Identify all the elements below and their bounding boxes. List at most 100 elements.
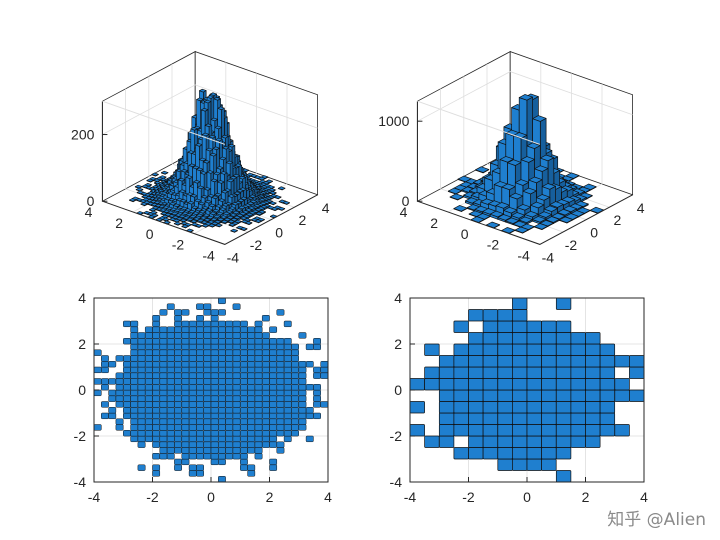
bin-cell xyxy=(453,424,469,437)
bin-cell xyxy=(291,355,299,362)
bin-cell xyxy=(261,407,270,414)
bin-cell xyxy=(188,441,197,448)
bin-cell xyxy=(497,343,513,356)
bin-cell xyxy=(159,338,168,345)
bin-cell xyxy=(210,326,219,333)
bin-cell xyxy=(585,332,601,345)
bar xyxy=(558,216,574,224)
bin-cell xyxy=(115,372,124,379)
bar xyxy=(181,224,189,229)
bin-cell xyxy=(629,355,645,368)
bin-cell xyxy=(497,389,513,402)
bin-cell xyxy=(232,453,241,460)
bin-cell xyxy=(144,424,153,431)
bin-cell xyxy=(232,412,241,420)
bin-cell xyxy=(409,401,425,414)
bin-cell xyxy=(152,464,161,471)
y-tick-label: -4 xyxy=(74,474,87,490)
bin-cell xyxy=(203,418,212,425)
bin-cell xyxy=(298,395,307,402)
bin-cell xyxy=(130,366,139,374)
bin-cell xyxy=(497,366,513,379)
bin-cell xyxy=(123,378,131,385)
bar xyxy=(277,206,286,211)
bin-cell xyxy=(409,378,425,391)
bin-cell xyxy=(269,355,278,362)
bin-cell xyxy=(240,389,248,397)
bin-cell xyxy=(137,355,146,362)
bin-cell xyxy=(438,355,455,368)
x-tick-label: 0 xyxy=(523,489,531,505)
bin-cell xyxy=(497,412,513,425)
bin-cell xyxy=(424,343,440,356)
bin-cell xyxy=(174,326,182,333)
bin-cell xyxy=(482,355,499,368)
bin-cell xyxy=(512,412,528,425)
bin-cell xyxy=(482,412,499,425)
bin-cell xyxy=(188,430,197,437)
bin-cell xyxy=(261,430,270,437)
bin-cell xyxy=(218,343,226,351)
bin-cell xyxy=(152,315,161,322)
bin-cell xyxy=(152,395,161,402)
bin-cell xyxy=(526,320,542,333)
bin-cell xyxy=(144,435,153,443)
bin-cell xyxy=(203,378,212,385)
bin-cell xyxy=(438,435,455,448)
bin-cell xyxy=(232,355,241,362)
bin-cell xyxy=(313,384,321,391)
bin-cell xyxy=(599,355,616,368)
bin-cell xyxy=(115,355,124,362)
bin-cell xyxy=(313,366,321,374)
bin-cell xyxy=(174,320,182,328)
bin-cell xyxy=(291,384,299,391)
bin-cell xyxy=(181,441,190,448)
bin-cell xyxy=(261,366,270,374)
bin-cell xyxy=(585,435,601,448)
bin-cell xyxy=(512,389,528,402)
bin-cell xyxy=(152,343,161,351)
y-tick-label: 0 xyxy=(78,382,86,398)
bin-cell xyxy=(283,395,292,402)
bin-cell xyxy=(240,430,248,437)
bin-cell xyxy=(254,378,263,385)
bin-cell xyxy=(203,435,212,443)
bin-cell xyxy=(123,355,131,362)
bin-cell xyxy=(305,343,314,351)
bin-cell xyxy=(283,361,292,368)
bin-cell xyxy=(541,389,557,402)
bin-cell xyxy=(137,407,146,414)
y-tick-labels: 4 2 0 -2 -4 xyxy=(74,290,87,490)
bin-cell xyxy=(232,424,241,431)
x-tick-label: 4 xyxy=(637,200,645,216)
bin-cell xyxy=(468,343,484,356)
y-tick-label: -2 xyxy=(487,237,500,253)
bin-cell xyxy=(232,366,241,374)
bin-cell xyxy=(512,366,528,379)
bin-cell xyxy=(232,441,241,448)
bin-cell xyxy=(218,389,226,397)
axis-frame xyxy=(101,101,318,245)
bin-cell xyxy=(123,401,131,408)
bin-cell xyxy=(269,366,278,374)
x-tick-label: 0 xyxy=(275,225,283,241)
bin-cell xyxy=(218,372,226,379)
bar xyxy=(269,201,277,206)
bin-cell xyxy=(254,401,263,408)
bin-cell xyxy=(555,412,572,425)
bin-cell xyxy=(269,361,278,368)
bin-cell xyxy=(599,378,616,391)
bin-cell xyxy=(159,389,168,397)
bin-cell xyxy=(159,453,168,460)
bin-cell xyxy=(137,349,146,356)
bin-cell xyxy=(599,343,616,356)
bin-cell xyxy=(196,372,204,379)
bin-cell xyxy=(232,435,241,443)
bin-cell xyxy=(526,378,542,391)
bin-cell xyxy=(196,453,204,460)
bin-cell xyxy=(174,407,182,414)
bin-cell xyxy=(166,361,175,368)
bin-cell xyxy=(181,447,190,454)
bin-cell xyxy=(123,384,131,391)
bin-cell xyxy=(166,412,175,420)
